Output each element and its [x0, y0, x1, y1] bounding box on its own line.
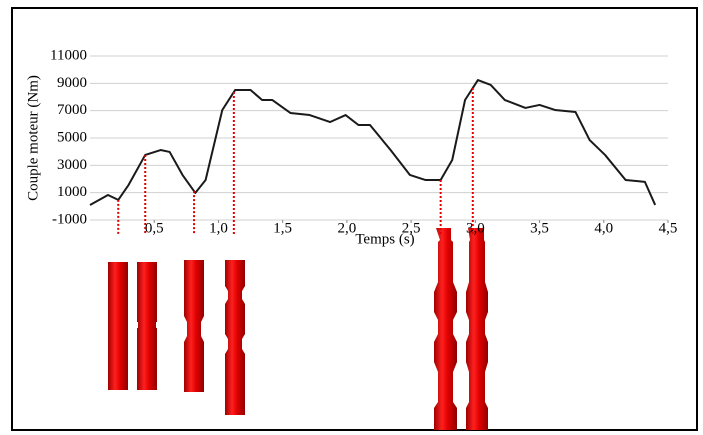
specimen [108, 262, 128, 390]
y-axis-label: Couple moteur (Nm) [25, 75, 41, 201]
x-tick-label: 3,0 [466, 220, 485, 236]
y-tick-label: 9000 [57, 75, 87, 91]
y-tick-label: -1000 [52, 211, 87, 227]
x-tick-label: 0,5 [145, 220, 164, 236]
y-tick-label: 11000 [50, 47, 87, 63]
x-tick-label: 4,5 [659, 220, 678, 236]
y-tick-label: 1000 [57, 184, 87, 200]
x-tick-label: 1,0 [209, 220, 228, 236]
x-tick-label: 1,5 [273, 220, 292, 236]
y-tick-label: 3000 [57, 157, 87, 173]
specimens [108, 228, 488, 430]
y-tick-label: 5000 [57, 129, 87, 145]
specimen [466, 228, 488, 430]
specimen [434, 228, 457, 430]
x-tick-label: 2,5 [402, 220, 421, 236]
line-series [89, 79, 657, 206]
x-tick-label: 2,0 [338, 220, 357, 236]
x-axis-label: Temps (s) [355, 231, 414, 247]
x-tick-label: 4,0 [594, 220, 613, 236]
specimen [137, 262, 157, 390]
y-tick-label: 7000 [57, 102, 87, 118]
x-tick-label: 3,5 [530, 220, 549, 236]
specimen [225, 260, 245, 415]
specimen [184, 260, 204, 392]
